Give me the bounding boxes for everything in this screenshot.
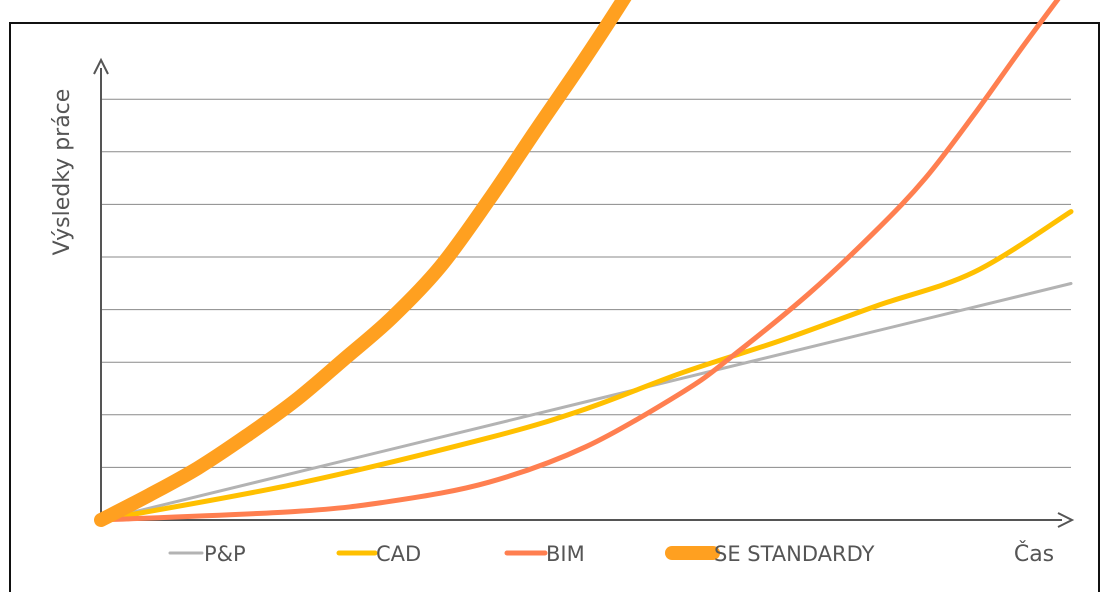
legend-item: CAD: [336, 542, 421, 566]
series: [94, 0, 1074, 527]
legend-item: BIM: [504, 542, 585, 566]
legend: P&P CAD BIM SE STANDARDY: [168, 542, 875, 566]
y-axis-label: Výsledky práce: [50, 89, 75, 256]
chart-frame: [9, 22, 1100, 592]
axes: [93, 57, 1075, 528]
y-axis-arrow: [93, 57, 109, 75]
series-line-cad: [98, 209, 1074, 523]
gridlines: [101, 98, 1071, 468]
series-line-se-standardy: [94, 0, 632, 527]
legend-item: SE STANDARDY: [665, 542, 875, 566]
series-line-bim: [98, 0, 1061, 523]
x-axis-arrow: [1057, 512, 1075, 528]
series-line-p-p: [99, 282, 1073, 522]
legend-label: P&P: [204, 542, 246, 566]
legend-label: CAD: [376, 542, 421, 566]
legend-label: SE STANDARDY: [714, 542, 875, 566]
legend-label: BIM: [546, 542, 585, 566]
legend-item: P&P: [168, 542, 246, 566]
x-axis-label: Čas: [1014, 541, 1054, 567]
